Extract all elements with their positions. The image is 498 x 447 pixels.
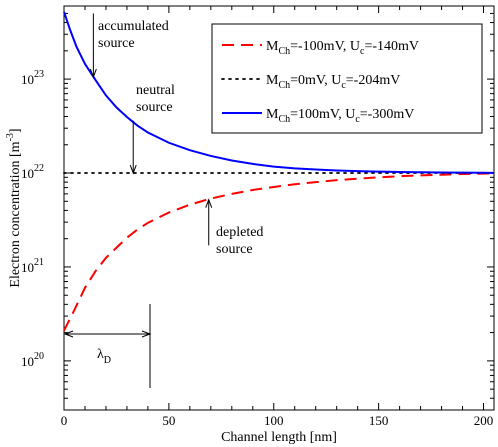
plot-frame: [63, 5, 495, 411]
x-tick-label: 0: [61, 413, 68, 428]
x-tick-label: 150: [369, 413, 389, 428]
legend-text-a-sub: Ch: [278, 114, 290, 125]
legend-text-a: M: [266, 39, 279, 54]
annotation-arrowhead: [129, 164, 137, 175]
legend-text-b-sub: c: [360, 46, 365, 57]
series-line-2: [63, 11, 495, 174]
y-tick-base: 10: [21, 166, 34, 181]
annotation-layer: accumulated source neutral source depleted so…: [63, 13, 263, 388]
y-axis-label-main: Electron concentration [m: [8, 141, 23, 287]
lambda-subscript: D: [104, 355, 111, 366]
lambda-arrowhead-left: [63, 330, 74, 338]
lambda-symbol: λ: [97, 347, 104, 362]
annotation-text: depleted: [216, 225, 263, 240]
legend-text-b: =100mV, U: [290, 107, 355, 122]
annotation-arrowhead: [205, 198, 213, 208]
y-tick-exp: 22: [34, 163, 44, 174]
y-tick-exp: 20: [34, 351, 44, 362]
y-tick-label: 1021: [21, 257, 44, 275]
series-line-0: [63, 172, 495, 332]
annotation-text: source: [216, 242, 253, 257]
legend-entry-0: MCh=-100mV, Uc=-140mV: [266, 39, 419, 57]
y-tick-label: 1022: [21, 163, 44, 181]
annotation-text: accumulated: [98, 19, 169, 34]
legend-text-a-sub: Ch: [278, 46, 290, 57]
legend-entry-1: MCh=0mV, Uc=-204mV: [266, 73, 400, 91]
legend-text-a: M: [266, 73, 279, 88]
legend-entry-2: MCh=100mV, Uc=-300mV: [266, 107, 414, 125]
y-tick-base: 10: [21, 354, 34, 369]
annotation-text: source: [98, 36, 135, 51]
y-axis-label-exp: -3: [5, 133, 16, 141]
y-tick-base: 10: [21, 260, 34, 275]
annotation-text: source: [136, 100, 173, 115]
y-axis-label: Electron concentration [m-3]: [5, 128, 23, 287]
x-tick-label: 100: [264, 413, 284, 428]
legend-text-a: M: [266, 107, 279, 122]
lambda-arrowhead-right: [141, 330, 152, 338]
legend-text-b: =0mV, U: [290, 73, 341, 88]
y-tick-label: 1020: [21, 351, 44, 369]
series-layer: [63, 11, 495, 332]
x-tick-label: 200: [474, 413, 494, 428]
legend-text-b-sub: c: [341, 80, 346, 91]
x-axis-label: Channel length [nm]: [221, 430, 337, 445]
y-tick-label: 1023: [21, 69, 44, 87]
legend-text-c: =-204mV: [346, 73, 401, 88]
legend-text-c: =-300mV: [360, 107, 415, 122]
y-tick-base: 10: [21, 72, 34, 87]
x-tick-label: 50: [162, 413, 175, 428]
legend-text-c: =-140mV: [364, 39, 419, 54]
legend-text-b: =-100mV, U: [290, 39, 360, 54]
legend-text-a-sub: Ch: [278, 80, 290, 91]
annotation-arrowhead: [89, 68, 97, 79]
legend-text-b-sub: c: [355, 114, 360, 125]
lambda-label: λD: [97, 347, 111, 366]
annotation-text: neutral: [136, 83, 175, 98]
y-tick-exp: 21: [34, 257, 44, 268]
y-tick-exp: 23: [34, 69, 44, 80]
